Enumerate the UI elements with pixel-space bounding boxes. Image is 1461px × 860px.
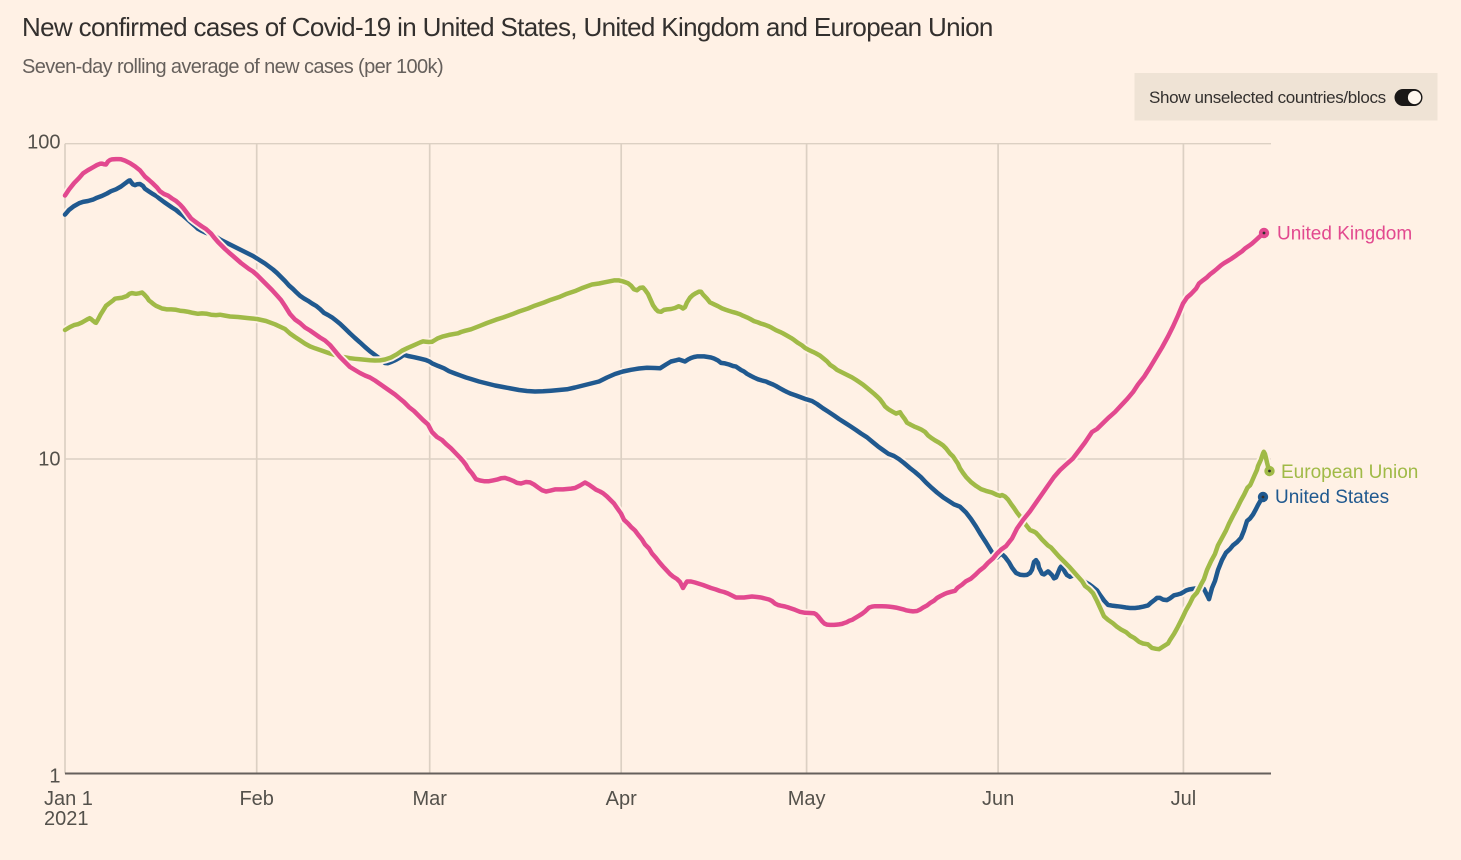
svg-text:1: 1 — [49, 765, 60, 787]
svg-text:Feb: Feb — [239, 788, 273, 810]
svg-text:United States: United States — [1275, 487, 1389, 508]
svg-text:2021: 2021 — [44, 808, 89, 830]
svg-text:European Union: European Union — [1281, 462, 1418, 483]
svg-text:Seven-day rolling average of n: Seven-day rolling average of new cases (… — [22, 56, 443, 78]
svg-text:Jun: Jun — [982, 788, 1014, 810]
svg-text:Show unselected countries/bloc: Show unselected countries/blocs — [1149, 88, 1386, 107]
svg-text:Mar: Mar — [412, 788, 447, 810]
svg-text:May: May — [788, 788, 826, 810]
svg-text:United Kingdom: United Kingdom — [1277, 224, 1412, 245]
svg-text:100: 100 — [27, 132, 60, 154]
svg-text:New confirmed cases of Covid-1: New confirmed cases of Covid-19 in Unite… — [22, 12, 993, 42]
svg-text:Jul: Jul — [1171, 788, 1197, 810]
svg-text:Apr: Apr — [606, 788, 637, 810]
svg-text:Jan 1: Jan 1 — [44, 788, 93, 810]
svg-text:10: 10 — [38, 449, 60, 471]
